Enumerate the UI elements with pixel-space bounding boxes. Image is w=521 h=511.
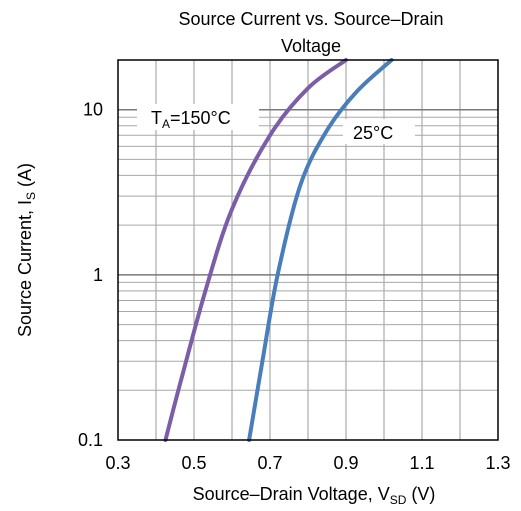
series-line-1 [247,58,394,442]
x-tick-label: 0.3 [105,453,130,473]
x-tick-label: 0.5 [181,453,206,473]
series-label-150c-bg [137,104,259,130]
y-tick-label: 0.1 [78,430,103,450]
plot-area: TA=150°C 25°C [117,58,499,442]
series-line-0 [163,58,348,442]
series-layer [163,58,394,442]
y-axis-ticks: 0.1 1 10 [78,100,103,450]
x-tick-label: 1.1 [409,453,434,473]
series-label-25c-bg [343,119,415,144]
x-axis-label: Source–Drain Voltage, VSD (V) [193,484,436,507]
y-tick-label: 10 [83,100,103,120]
x-tick-label: 1.3 [485,453,510,473]
y-tick-label: 1 [93,265,103,285]
chart-title-line1: Source Current vs. Source–Drain [178,9,443,29]
series-labels: TA=150°C 25°C [137,104,415,144]
series-label-25c: 25°C [353,123,393,143]
x-tick-label: 0.9 [333,453,358,473]
series-label-150c: TA=150°C [151,108,231,131]
y-axis-label: Source Current, IS (A) [15,163,38,337]
x-axis-ticks: 0.3 0.5 0.7 0.9 1.1 1.3 [105,453,510,473]
x-tick-label: 0.7 [257,453,282,473]
chart-title-line2: Voltage [281,36,341,56]
plot-frame [117,59,499,441]
